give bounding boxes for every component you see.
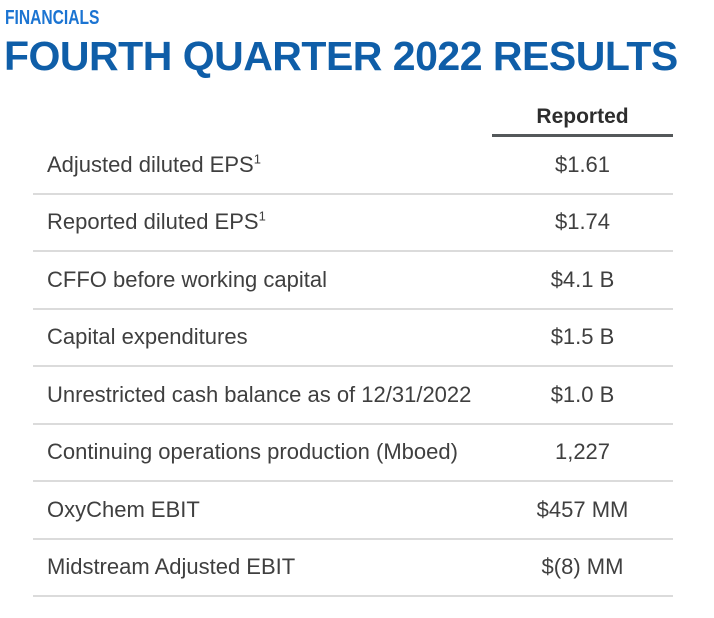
table-rows: Adjusted diluted EPS1 $1.61 Reported dil… xyxy=(33,137,673,597)
row-label: Adjusted diluted EPS1 xyxy=(33,152,492,178)
row-label: Capital expenditures xyxy=(33,324,492,350)
row-value: $1.61 xyxy=(554,151,611,177)
table-row: Continuing operations production (Mboed)… xyxy=(33,425,673,482)
row-label: Unrestricted cash balance as of 12/31/20… xyxy=(33,382,492,408)
row-label: Continuing operations production (Mboed) xyxy=(33,439,492,465)
row-footnote: 1 xyxy=(258,208,266,224)
header-spacer xyxy=(33,101,492,137)
reported-column-header: Reported xyxy=(492,101,673,137)
table-row: Midstream Adjusted EBIT $(8) MM xyxy=(33,540,673,597)
row-label: Reported diluted EPS1 xyxy=(33,209,492,235)
table-row: Capital expenditures $1.5 B xyxy=(33,310,673,367)
row-label-text: Midstream Adjusted EBIT xyxy=(47,554,296,580)
row-label: CFFO before working capital xyxy=(33,267,492,293)
row-footnote: 1 xyxy=(253,151,261,167)
row-label-text: Capital expenditures xyxy=(47,324,248,350)
table-row: OxyChem EBIT $457 MM xyxy=(33,482,673,540)
section-label: FINANCIALS xyxy=(5,7,100,29)
table-row: Unrestricted cash balance as of 12/31/20… xyxy=(33,367,673,425)
row-value: $4.1 B xyxy=(550,266,615,292)
row-label-text: CFFO before working capital xyxy=(47,266,327,292)
row-label-text: Unrestricted cash balance as of 12/31/20… xyxy=(47,381,472,407)
row-value: $(8) MM xyxy=(541,554,624,580)
results-table: Reported Adjusted diluted EPS1 $1.61 Rep… xyxy=(33,101,673,597)
row-value: $457 MM xyxy=(536,496,629,522)
row-label-text: Reported diluted EPS xyxy=(47,209,259,235)
row-value: $1.0 B xyxy=(550,381,615,407)
table-row: Reported diluted EPS1 $1.74 xyxy=(33,195,673,252)
row-value: 1,227 xyxy=(554,439,611,465)
table-header-row: Reported xyxy=(33,101,673,137)
row-label-text: Adjusted diluted EPS xyxy=(47,151,254,177)
row-label: OxyChem EBIT xyxy=(33,497,492,523)
table-row: CFFO before working capital $4.1 B xyxy=(33,252,673,310)
page-title: FOURTH QUARTER 2022 RESULTS xyxy=(4,33,678,79)
row-label-text: Continuing operations production (Mboed) xyxy=(47,439,458,465)
row-label: Midstream Adjusted EBIT xyxy=(33,554,492,580)
row-value: $1.5 B xyxy=(550,324,615,350)
slide-page: FINANCIALS FOURTH QUARTER 2022 RESULTS R… xyxy=(0,8,714,597)
row-value: $1.74 xyxy=(554,209,611,235)
table-row: Adjusted diluted EPS1 $1.61 xyxy=(33,137,673,195)
row-label-text: OxyChem EBIT xyxy=(47,496,200,522)
